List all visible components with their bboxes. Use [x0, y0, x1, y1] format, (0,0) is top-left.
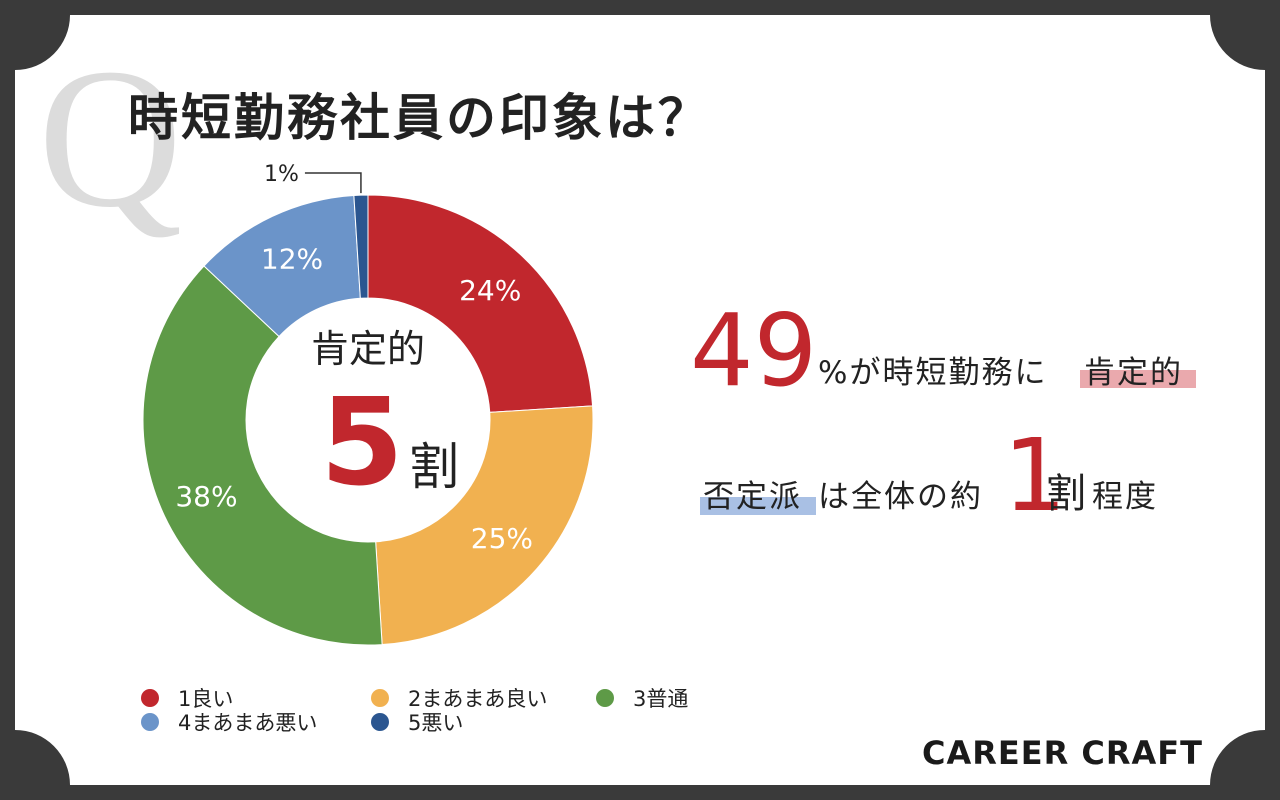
- center-label: 肯定的: [311, 327, 425, 371]
- slice: [142, 265, 383, 646]
- annotation-highlight: 否定派: [703, 479, 802, 515]
- data-label: 1%: [264, 162, 299, 187]
- data-label: 12%: [261, 242, 323, 275]
- legend-swatch: [141, 689, 159, 707]
- legend-label: 3普通: [633, 687, 688, 711]
- legend-label: 4まあまあ悪い: [178, 711, 317, 735]
- highlight: [1080, 370, 1196, 388]
- annotation-number: 1: [1003, 417, 1067, 534]
- leader-line: [304, 172, 362, 194]
- annotation-highlight: 肯定的: [1084, 355, 1183, 391]
- annotation-number: 49: [690, 292, 817, 409]
- legend-label: 1良い: [178, 687, 233, 711]
- slice: [375, 405, 594, 646]
- center-unit: 割: [409, 438, 459, 496]
- center-number: 5: [320, 374, 404, 513]
- highlight: [700, 497, 816, 515]
- legend-label: 2まあまあ良い: [408, 687, 547, 711]
- data-label: 24%: [459, 274, 521, 307]
- legend-swatch: [596, 689, 614, 707]
- slice: [353, 194, 369, 299]
- chart-title: 時短勤務社員の印象は？: [128, 89, 711, 147]
- slice: [367, 194, 594, 413]
- annotation-unit: 割: [1046, 471, 1086, 517]
- legend-swatch: [141, 713, 159, 731]
- logo: CAREER CRAFT: [922, 734, 1203, 772]
- annotation-text: は全体の約: [818, 479, 983, 515]
- data-label: 25%: [471, 522, 533, 555]
- q-decoration: Q: [38, 28, 182, 249]
- data-label: 38%: [175, 480, 237, 513]
- legend-swatch: [371, 713, 389, 731]
- annotation-text: %が時短勤務に: [818, 355, 1047, 391]
- legend-label: 5悪い: [408, 711, 463, 735]
- annotation-text: 程度: [1092, 479, 1158, 515]
- legend-swatch: [371, 689, 389, 707]
